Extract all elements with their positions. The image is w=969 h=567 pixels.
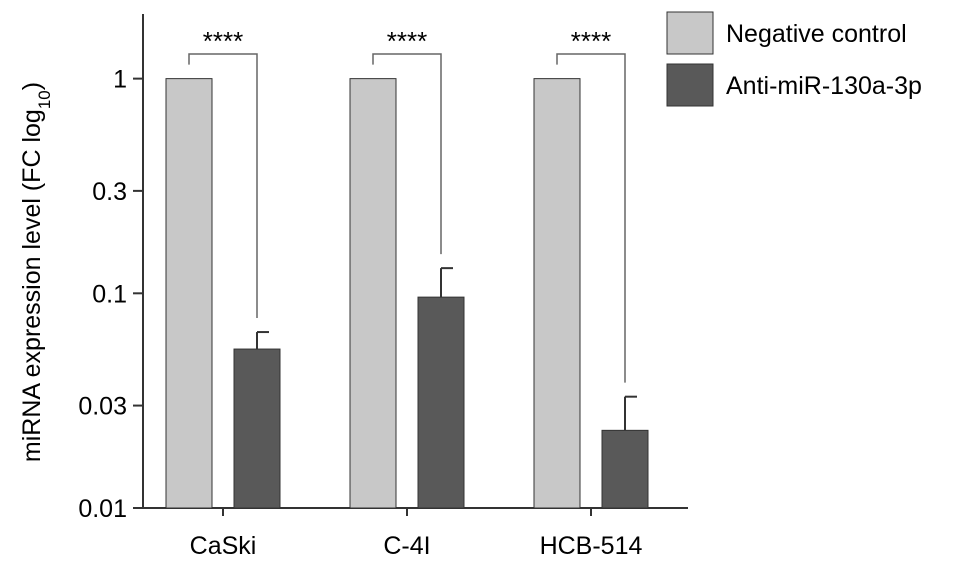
legend-label-0: Negative control: [726, 20, 907, 48]
significance-label-2: ****: [571, 26, 611, 56]
bar-1-0: [233, 348, 281, 509]
bracket-2: [556, 53, 626, 383]
bar-1-1: [417, 296, 465, 509]
y-tick-label-0: 0.01: [78, 495, 127, 523]
bars: [165, 78, 649, 509]
bracket-0: [188, 53, 258, 319]
x-tick-label-0: CaSki: [190, 532, 257, 560]
bar-0-2: [533, 78, 581, 509]
x-tick-label-2: HCB-514: [540, 532, 643, 560]
y-axis-label-main: miRNA expression level (FC log: [18, 109, 46, 462]
legend-swatch-0: [666, 11, 714, 55]
y-axis-label: miRNA expression level (FC log10): [18, 82, 54, 462]
bar-0-1: [349, 78, 397, 509]
legend: Negative control Anti-miR-130a-3p: [666, 11, 922, 107]
bar-1-2: [601, 429, 649, 509]
significance-annotations: **** **** ****: [188, 26, 626, 383]
y-axis-label-subscript: 10: [35, 90, 54, 109]
x-tick-label-1: C-4I: [383, 532, 430, 560]
legend-swatch-1: [666, 63, 714, 107]
y-tick-label-2: 0.1: [92, 280, 127, 308]
axes: 0.01 0.03 0.1 0.3 1 CaSki C-4I HCB-514: [78, 14, 688, 560]
bar-0-0: [165, 78, 213, 509]
y-tick-label-3: 0.3: [92, 178, 127, 206]
y-tick-label-4: 1: [113, 66, 127, 94]
significance-label-0: ****: [203, 26, 243, 56]
bracket-1: [372, 53, 442, 255]
significance-label-1: ****: [387, 26, 427, 56]
legend-label-1: Anti-miR-130a-3p: [726, 72, 922, 100]
y-tick-label-1: 0.03: [78, 393, 127, 421]
y-axis-label-close: ): [18, 82, 46, 90]
